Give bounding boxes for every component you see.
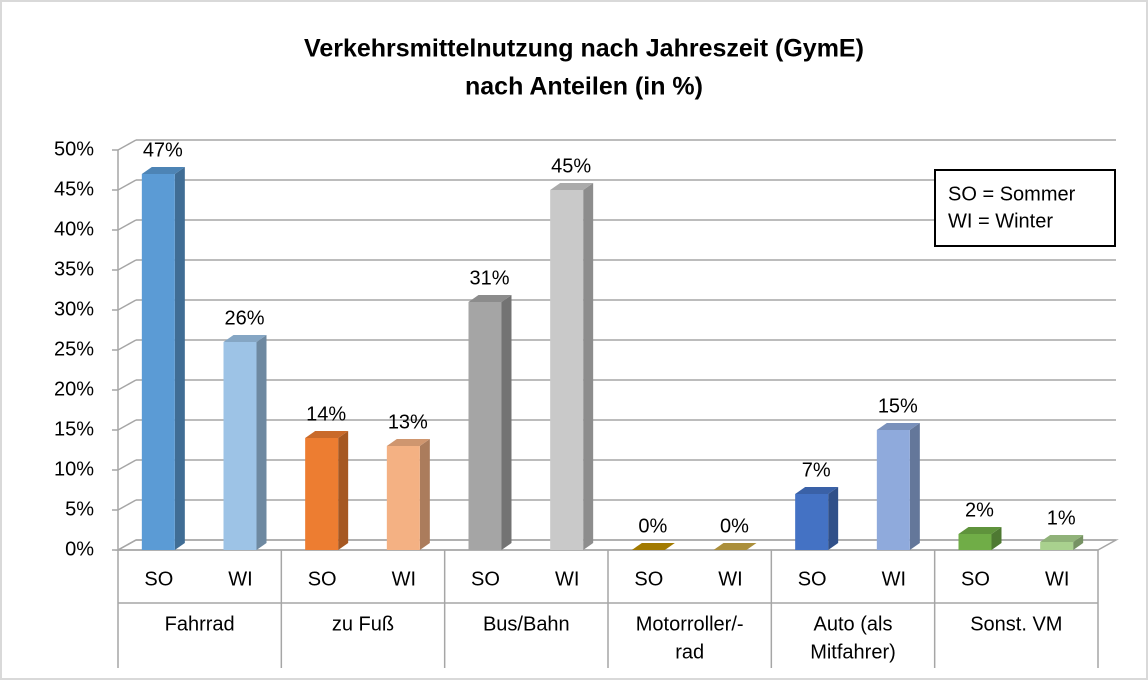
annotation: WI = Winter <box>948 210 1053 232</box>
value-label: 31% <box>469 267 509 289</box>
bar-top <box>958 527 1002 534</box>
y-tick-label: 50% <box>54 138 94 160</box>
value-label: 7% <box>802 459 831 481</box>
value-label: 47% <box>143 139 183 161</box>
group-label: zu Fuß <box>332 613 394 635</box>
x-tick-label: WI <box>882 568 906 590</box>
bar-side <box>991 527 1002 550</box>
bar-top <box>386 439 430 446</box>
y-tick-label: 30% <box>54 298 94 320</box>
bar-top <box>631 543 675 550</box>
grid-line-side <box>117 139 137 151</box>
bar <box>876 430 910 550</box>
grid-line-side <box>117 379 137 391</box>
value-label: 45% <box>551 155 591 177</box>
annotation: SO = Sommer <box>948 183 1076 205</box>
bar <box>550 190 584 550</box>
y-tick-label: 0% <box>65 538 94 560</box>
bar-side <box>909 423 920 550</box>
grid-line-side <box>117 459 137 471</box>
group-label: Auto (als <box>814 613 893 635</box>
bar-side <box>174 167 185 550</box>
grid-line-side <box>117 259 137 271</box>
grid-line-side <box>117 499 137 511</box>
x-tick-label: WI <box>718 568 742 590</box>
bar-top <box>550 183 594 190</box>
y-tick-label: 10% <box>54 458 94 480</box>
grid-line-side <box>117 339 137 351</box>
grid-line-side <box>117 539 137 551</box>
x-tick-label: SO <box>634 568 663 590</box>
bar <box>141 174 175 550</box>
bar-side <box>1073 535 1084 550</box>
grid-line-side <box>117 179 137 191</box>
group-label: rad <box>675 641 704 663</box>
bar <box>386 446 420 550</box>
bar <box>305 438 339 550</box>
x-tick-label: SO <box>961 568 990 590</box>
group-label: Bus/Bahn <box>483 613 570 635</box>
y-tick-label: 40% <box>54 218 94 240</box>
x-tick-label: SO <box>308 568 337 590</box>
value-label: 14% <box>306 403 346 425</box>
x-tick-label: WI <box>392 568 416 590</box>
bar-side <box>338 431 349 550</box>
bar-top <box>1040 535 1084 542</box>
x-tick-label: SO <box>798 568 827 590</box>
grid-line-side <box>117 419 137 431</box>
bar-top <box>795 487 839 494</box>
y-tick-label: 5% <box>65 498 94 520</box>
bar-side <box>419 439 430 550</box>
x-tick-label: WI <box>1045 568 1069 590</box>
bar-top <box>468 295 512 302</box>
grid-line-side <box>117 219 137 231</box>
bar-top <box>223 335 267 342</box>
x-tick-label: SO <box>144 568 173 590</box>
value-label: 13% <box>388 411 428 433</box>
chart-title: nach Anteilen (in %) <box>465 73 703 101</box>
group-label: Motorroller/- <box>636 613 744 635</box>
group-label: Sonst. VM <box>970 613 1062 635</box>
value-label: 1% <box>1047 507 1076 529</box>
bar <box>958 534 992 550</box>
bar-side <box>256 335 267 550</box>
x-tick-label: WI <box>228 568 252 590</box>
bar <box>223 342 257 550</box>
bar-top <box>305 431 349 438</box>
bar-top <box>713 543 757 550</box>
bar-side <box>501 295 512 550</box>
bar <box>1040 542 1074 550</box>
x-tick-label: WI <box>555 568 579 590</box>
bar <box>795 494 829 550</box>
bar-top <box>876 423 920 430</box>
bar-side <box>828 487 839 550</box>
value-label: 26% <box>224 307 264 329</box>
group-label: Mitfahrer) <box>810 641 896 663</box>
group-label: Fahrrad <box>165 613 235 635</box>
grid-line-side <box>117 299 137 311</box>
y-tick-label: 25% <box>54 338 94 360</box>
value-label: 2% <box>965 499 994 521</box>
x-tick-label: SO <box>471 568 500 590</box>
legend-box <box>934 169 1116 247</box>
y-tick-label: 20% <box>54 378 94 400</box>
bar <box>468 302 502 550</box>
y-tick-label: 15% <box>54 418 94 440</box>
bar-top <box>141 167 185 174</box>
value-label: 15% <box>878 395 918 417</box>
value-label: 0% <box>720 515 749 537</box>
y-tick-label: 45% <box>54 178 94 200</box>
chart-title: Verkehrsmittelnutzung nach Jahreszeit (G… <box>304 35 864 63</box>
y-tick-label: 35% <box>54 258 94 280</box>
value-label: 0% <box>638 515 667 537</box>
bar-side <box>583 183 594 550</box>
